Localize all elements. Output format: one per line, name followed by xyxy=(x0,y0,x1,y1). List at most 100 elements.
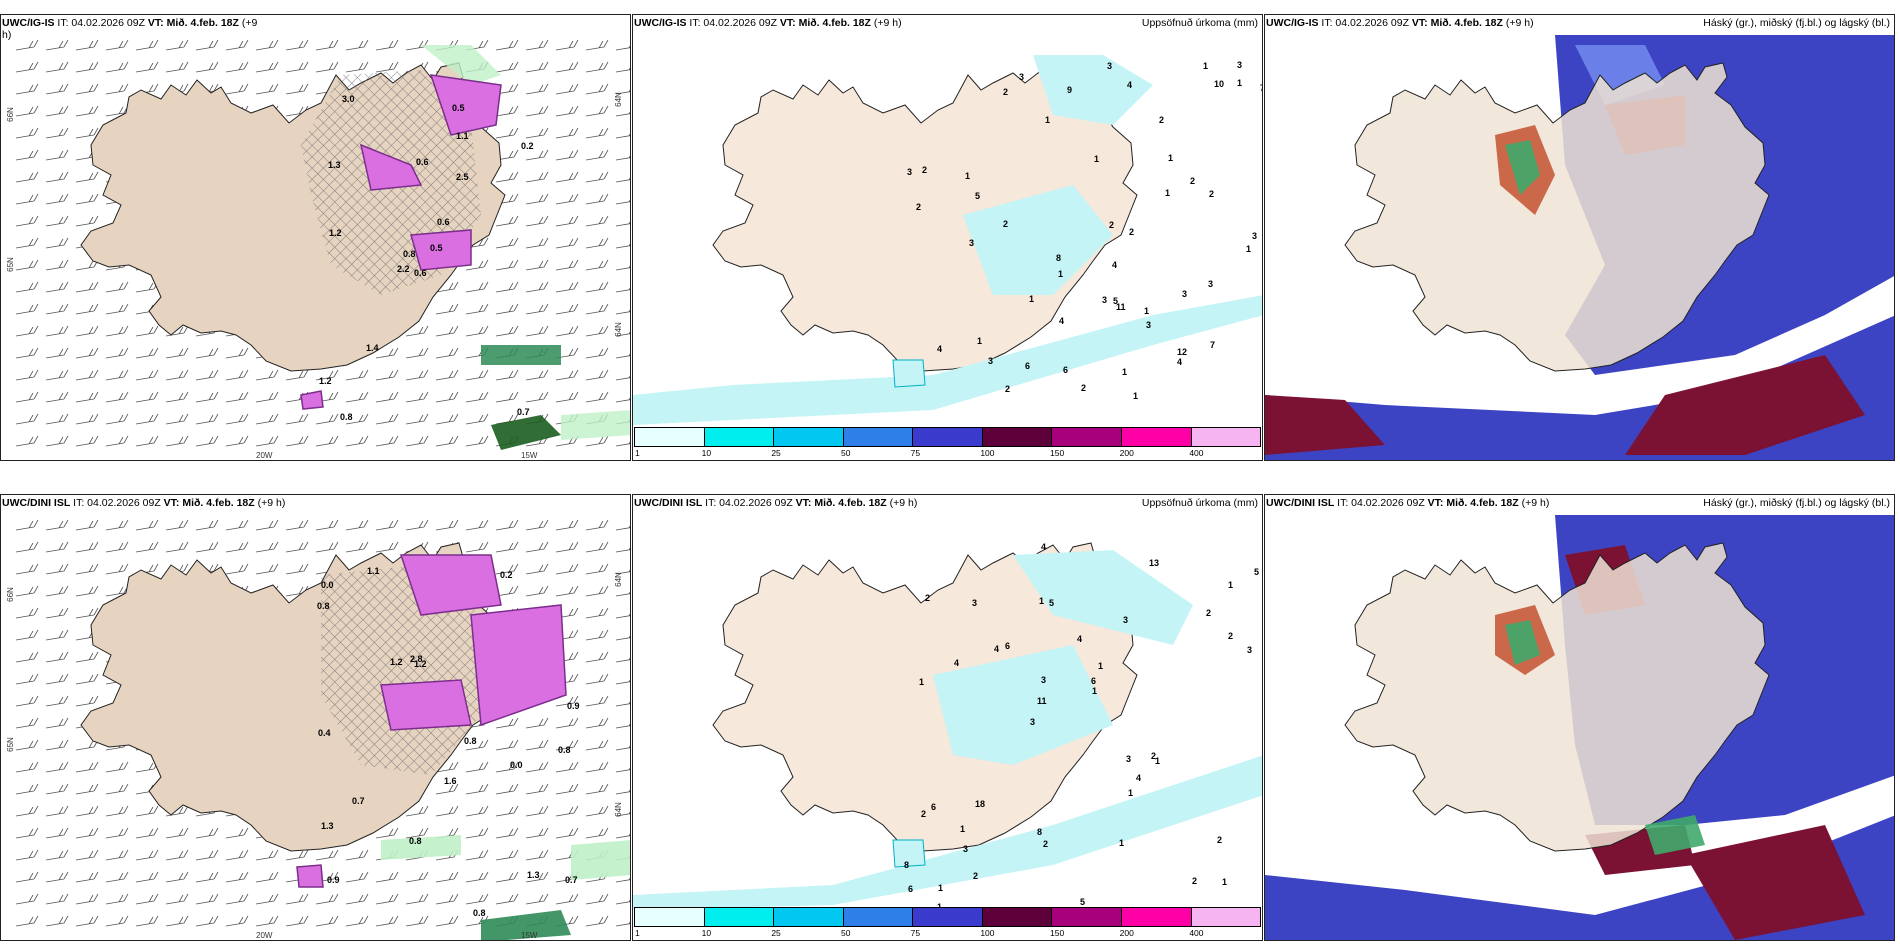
wind-barb xyxy=(555,127,579,139)
wind-barb xyxy=(45,259,69,271)
value-label: 1.3 xyxy=(527,870,540,880)
value-label: 2.8 xyxy=(410,654,423,664)
wind-barb xyxy=(465,893,489,905)
wind-barb xyxy=(525,827,549,839)
value-label: 1 xyxy=(977,336,982,346)
wind-barb xyxy=(555,171,579,183)
wind-barb xyxy=(45,149,69,161)
map-panel-top-left: UWC/IG-IS IT: 04.02.2026 09Z VT: Mið. 4.… xyxy=(0,14,631,461)
wind-barb xyxy=(15,805,39,817)
wind-barb xyxy=(405,413,429,425)
wind-barb xyxy=(525,39,549,51)
wind-barb xyxy=(45,761,69,773)
value-label: 1 xyxy=(1122,367,1127,377)
wind-barb xyxy=(615,657,630,663)
colorbar-swatch xyxy=(1191,908,1261,926)
wind-barb xyxy=(585,717,609,729)
value-label: 2 xyxy=(1209,189,1214,199)
wind-barb xyxy=(315,369,339,381)
value-label: 7 xyxy=(1260,83,1263,93)
colorbar-tick-label: 200 xyxy=(1119,448,1134,458)
wind-barb xyxy=(105,871,129,883)
wind-barb xyxy=(45,105,69,117)
lat-label: 64N xyxy=(613,572,623,587)
value-label: 2 xyxy=(1129,227,1134,237)
colorbar-tick-label: 75 xyxy=(910,448,921,458)
colorbar-tick-label: 150 xyxy=(1050,448,1065,458)
wind-barb xyxy=(45,347,69,359)
wind-barb xyxy=(465,827,489,839)
wind-barb xyxy=(555,193,579,205)
wind-barb xyxy=(465,541,489,553)
wind-barb xyxy=(555,149,579,161)
wind-barb xyxy=(435,413,459,425)
wind-barb xyxy=(45,783,69,795)
wind-barb xyxy=(435,871,459,883)
value-label: 0.8 xyxy=(340,412,353,422)
wind-barb xyxy=(615,591,630,597)
wind-barb xyxy=(465,761,489,773)
value-label: 1.3 xyxy=(328,160,341,170)
wind-barb xyxy=(525,717,549,729)
wind-barb xyxy=(615,67,630,73)
wind-barb xyxy=(615,155,630,161)
wind-barb xyxy=(405,827,429,839)
wind-barb xyxy=(525,519,549,531)
value-label: 1.4 xyxy=(366,343,379,353)
wind-barb xyxy=(105,281,129,293)
wind-barb xyxy=(45,871,69,883)
wind-barb xyxy=(345,39,369,51)
wind-barb xyxy=(75,893,99,905)
wind-barb xyxy=(555,783,579,795)
map-canvas: 0.0 0.8 0.9 1.1 1.2 1.3 1.3 0.2 1.2 0.8 0.8 0.4 0.0 0… xyxy=(1,495,630,940)
wind-barb xyxy=(585,541,609,553)
wind-barb xyxy=(75,607,99,619)
wind-barb xyxy=(585,303,609,315)
wind-barb xyxy=(45,61,69,73)
wind-barb xyxy=(45,39,69,51)
wind-barb xyxy=(165,347,189,359)
wind-barb xyxy=(225,435,249,447)
wind-barb xyxy=(285,435,309,447)
wind-barb xyxy=(15,761,39,773)
wind-barb xyxy=(585,347,609,359)
wind-barb xyxy=(405,871,429,883)
wind-barb xyxy=(105,805,129,817)
wind-barb xyxy=(375,413,399,425)
wind-barb xyxy=(15,105,39,117)
wind-barb xyxy=(285,849,309,861)
wind-barb xyxy=(375,369,399,381)
wind-barb xyxy=(585,149,609,161)
wind-barb xyxy=(45,281,69,293)
wind-barb xyxy=(45,325,69,337)
wind-barb xyxy=(165,39,189,51)
colorbar-swatch xyxy=(1052,908,1122,926)
wind-barb xyxy=(255,849,279,861)
wind-barb xyxy=(225,827,249,839)
wind-barb xyxy=(585,519,609,531)
wind-barb xyxy=(615,331,630,337)
wind-barb xyxy=(225,413,249,425)
value-label: 0.8 xyxy=(473,908,486,918)
wind-barb xyxy=(45,215,69,227)
colorbar-swatch xyxy=(1191,428,1261,446)
wind-barb xyxy=(165,871,189,883)
value-label: 2 xyxy=(1043,839,1048,849)
wind-barb xyxy=(135,871,159,883)
panel-variable-label: Háský (gr.), miðský (fj.bl.) og lágský (… xyxy=(1703,17,1890,29)
value-label: 0.0 xyxy=(510,760,523,770)
wind-barb xyxy=(75,849,99,861)
colorbar-swatch xyxy=(774,908,844,926)
wind-barb xyxy=(165,413,189,425)
wind-barb xyxy=(15,717,39,729)
wind-barb xyxy=(195,347,219,359)
wind-barb xyxy=(435,805,459,817)
colorbar-swatch xyxy=(982,428,1053,446)
wind-barb xyxy=(615,287,630,293)
wind-barb xyxy=(45,717,69,729)
wind-barb xyxy=(435,519,459,531)
value-label: 0.6 xyxy=(414,268,427,278)
wind-barb xyxy=(435,391,459,403)
value-label: 2 xyxy=(922,165,927,175)
wind-barb xyxy=(45,915,69,927)
